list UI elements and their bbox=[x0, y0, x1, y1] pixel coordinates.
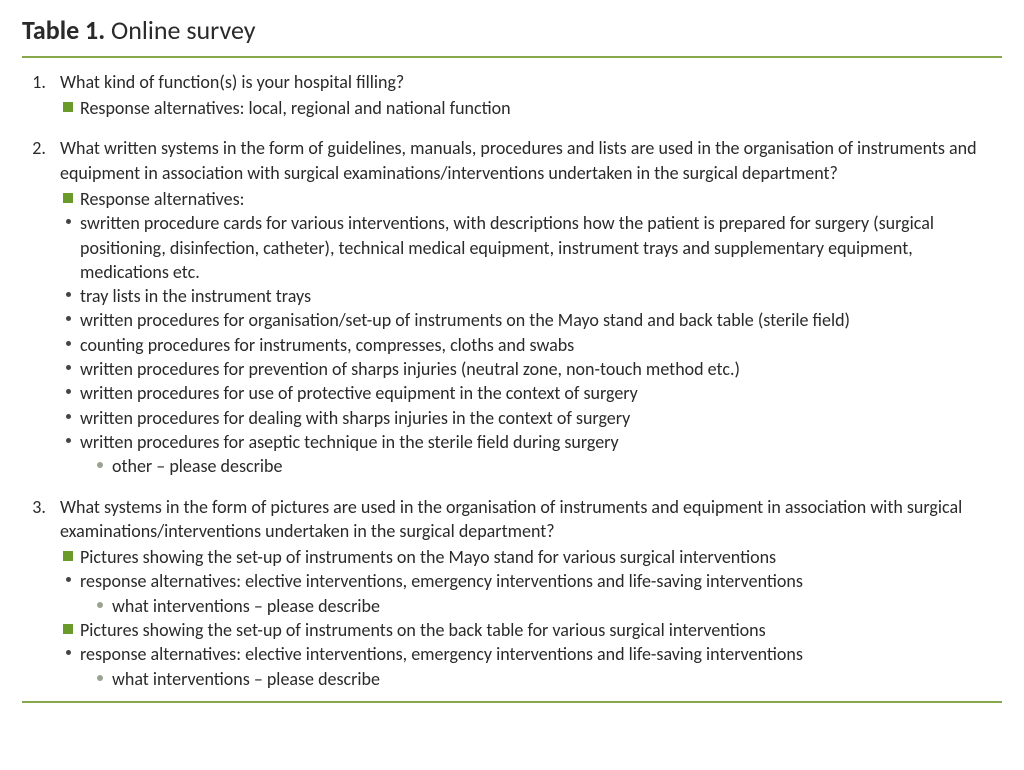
item-text: written procedures for aseptic technique… bbox=[76, 430, 1002, 454]
item-text: Response alternatives: bbox=[76, 187, 1002, 211]
survey-table: Table 1. Online survey What kind of func… bbox=[0, 0, 1024, 721]
list-item: counting procedures for instruments, com… bbox=[60, 333, 1002, 357]
table-title: Table 1. Online survey bbox=[22, 14, 1002, 48]
question-list: What kind of function(s) is your hospita… bbox=[22, 70, 1002, 691]
top-rule bbox=[22, 56, 1002, 58]
square-bullet-icon bbox=[60, 187, 76, 203]
dot-bullet-icon bbox=[60, 357, 76, 370]
list-item: Pictures showing the set-up of instrumen… bbox=[60, 618, 1002, 642]
list-item: Response alternatives: local, regional a… bbox=[60, 96, 1002, 120]
question-text: What kind of function(s) is your hospita… bbox=[60, 70, 1002, 94]
dot-bullet-icon bbox=[60, 211, 76, 224]
dot-bullet-icon bbox=[60, 308, 76, 321]
dot-bullet-icon bbox=[60, 284, 76, 297]
list-item: what interventions – please describe bbox=[92, 667, 1002, 691]
list-item: Response alternatives: bbox=[60, 187, 1002, 211]
square-bullet-icon bbox=[60, 96, 76, 112]
list-item: Pictures showing the set-up of instrumen… bbox=[60, 545, 1002, 569]
dot-bullet-icon bbox=[60, 381, 76, 394]
list-item: other – please describe bbox=[92, 454, 1002, 478]
list-item: response alternatives: elective interven… bbox=[60, 642, 1002, 666]
grey-dot-bullet-icon bbox=[92, 667, 108, 681]
item-text: what interventions – please describe bbox=[108, 667, 1002, 691]
question-1: What kind of function(s) is your hospita… bbox=[50, 70, 1002, 121]
dot-bullet-icon bbox=[60, 406, 76, 419]
question-text: What written systems in the form of guid… bbox=[60, 136, 1002, 185]
dot-bullet-icon bbox=[60, 333, 76, 346]
question-2: What written systems in the form of guid… bbox=[50, 136, 1002, 478]
title-rest: Online survey bbox=[105, 14, 255, 46]
item-text: written procedures for prevention of sha… bbox=[76, 357, 1002, 381]
item-text: tray lists in the instrument trays bbox=[76, 284, 1002, 308]
list-item: what interventions – please describe bbox=[92, 594, 1002, 618]
dot-bullet-icon bbox=[60, 430, 76, 443]
item-text: what interventions – please describe bbox=[108, 594, 1002, 618]
list-item: written procedures for use of protective… bbox=[60, 381, 1002, 405]
square-bullet-icon bbox=[60, 545, 76, 561]
item-text: other – please describe bbox=[108, 454, 1002, 478]
item-text: swritten procedure cards for various int… bbox=[76, 211, 1002, 284]
dot-bullet-icon bbox=[60, 642, 76, 655]
item-text: counting procedures for instruments, com… bbox=[76, 333, 1002, 357]
square-bullet-icon bbox=[60, 618, 76, 634]
item-text: response alternatives: elective interven… bbox=[76, 642, 1002, 666]
list-item: written procedures for organisation/set-… bbox=[60, 308, 1002, 332]
list-item: swritten procedure cards for various int… bbox=[60, 211, 1002, 284]
list-item: written procedures for dealing with shar… bbox=[60, 406, 1002, 430]
item-text: written procedures for organisation/set-… bbox=[76, 308, 1002, 332]
title-bold: Table 1. bbox=[22, 14, 105, 46]
grey-dot-bullet-icon bbox=[92, 594, 108, 608]
item-text: written procedures for dealing with shar… bbox=[76, 406, 1002, 430]
grey-dot-bullet-icon bbox=[92, 454, 108, 468]
question-text: What systems in the form of pictures are… bbox=[60, 495, 1002, 544]
list-item: written procedures for aseptic technique… bbox=[60, 430, 1002, 454]
question-3: What systems in the form of pictures are… bbox=[50, 495, 1002, 691]
item-text: Pictures showing the set-up of instrumen… bbox=[76, 618, 1002, 642]
list-item: tray lists in the instrument trays bbox=[60, 284, 1002, 308]
item-text: response alternatives: elective interven… bbox=[76, 569, 1002, 593]
item-text: Response alternatives: local, regional a… bbox=[76, 96, 1002, 120]
item-text: Pictures showing the set-up of instrumen… bbox=[76, 545, 1002, 569]
list-item: written procedures for prevention of sha… bbox=[60, 357, 1002, 381]
list-item: response alternatives: elective interven… bbox=[60, 569, 1002, 593]
item-text: written procedures for use of protective… bbox=[76, 381, 1002, 405]
bottom-rule bbox=[22, 701, 1002, 703]
dot-bullet-icon bbox=[60, 569, 76, 582]
